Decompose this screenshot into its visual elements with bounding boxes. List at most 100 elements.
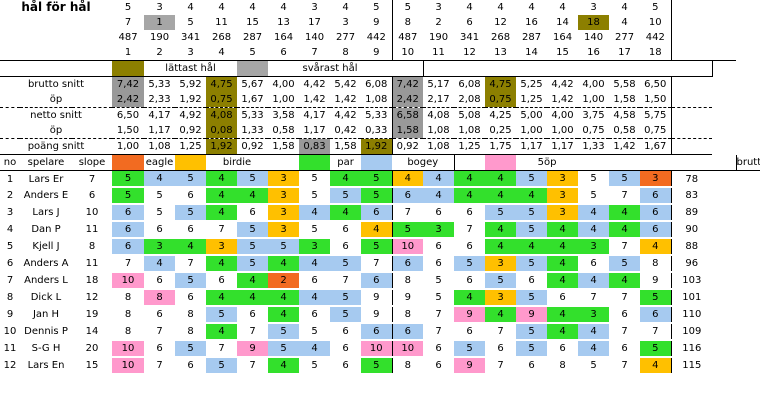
player-name: Lars En bbox=[27, 360, 65, 371]
score-cell: 6 bbox=[454, 238, 486, 256]
stat-value: 2,42 bbox=[392, 92, 424, 108]
score-cell: 3 bbox=[268, 221, 300, 239]
stat-value: 5,75 bbox=[640, 107, 672, 123]
score-cell: 6 bbox=[454, 204, 486, 222]
hole-handicap: 9 bbox=[361, 15, 393, 30]
hole-handicap: 5 bbox=[187, 17, 194, 28]
par-swatch bbox=[299, 154, 331, 171]
score-cell: 6 bbox=[330, 221, 362, 239]
score-cell: 5 bbox=[330, 187, 362, 205]
stat-value: 5,33 bbox=[361, 107, 393, 123]
score-cell: 4 bbox=[485, 306, 517, 324]
player-gross: 88 bbox=[685, 241, 699, 252]
score-cell: 6 bbox=[175, 187, 207, 205]
score-cell: 5 bbox=[516, 323, 548, 341]
stat-value: 4,17 bbox=[144, 107, 176, 123]
score-cell: 5 bbox=[175, 340, 207, 358]
stat-value: 1,92 bbox=[206, 138, 238, 155]
stat-value: 5,67 bbox=[237, 76, 269, 92]
score-cell: 5 bbox=[423, 272, 455, 290]
blank-cell bbox=[485, 60, 517, 77]
score-cell: 9 bbox=[361, 306, 393, 324]
player-name: Jan H bbox=[32, 309, 60, 320]
stat-value: 4,58 bbox=[609, 107, 641, 123]
stat-value: 0,75 bbox=[640, 123, 672, 139]
player-slope: 11 bbox=[85, 258, 99, 269]
hole-length: 287 bbox=[521, 32, 542, 43]
score-cell: 6 bbox=[423, 340, 455, 358]
player-slope: 19 bbox=[85, 309, 99, 320]
score-cell: 6 bbox=[578, 255, 610, 273]
score-cell: 6 bbox=[640, 306, 672, 324]
hole-index: 5 bbox=[124, 2, 132, 13]
score-cell: 5 bbox=[144, 204, 176, 222]
score-cell: 6 bbox=[237, 306, 269, 324]
score-cell: 5 bbox=[609, 255, 641, 273]
player-no: 10 bbox=[3, 326, 17, 337]
stat-label: öp bbox=[49, 125, 63, 136]
stat-value: 1,92 bbox=[179, 94, 202, 105]
stat-value: 1,67 bbox=[241, 94, 264, 105]
score-cell: 5 bbox=[206, 357, 238, 375]
stat-value: 4,75 bbox=[206, 76, 238, 92]
stat-value: 1,42 bbox=[334, 94, 357, 105]
hole-index: 4 bbox=[559, 2, 566, 13]
stat-value: 4,00 bbox=[578, 76, 610, 92]
score-cell: 4 bbox=[237, 289, 269, 307]
score-cell: 3 bbox=[640, 170, 672, 188]
score-cell: 7 bbox=[392, 204, 424, 222]
score-cell: 7 bbox=[609, 357, 641, 375]
stat-value: 4,42 bbox=[299, 76, 331, 92]
player-slope: 6 bbox=[88, 190, 96, 201]
score-cell: 10 bbox=[112, 272, 145, 290]
player-gross: 83 bbox=[685, 190, 699, 201]
blank-cell bbox=[671, 138, 713, 155]
score-cell: 3 bbox=[547, 204, 579, 222]
blank-cell bbox=[0, 45, 112, 61]
score-cell: 9 bbox=[361, 289, 393, 307]
score-cell: 5 bbox=[516, 204, 548, 222]
score-cell: 3 bbox=[268, 170, 300, 188]
stat-value: 1,58 bbox=[392, 123, 424, 139]
stat-value: 1,58 bbox=[330, 138, 362, 155]
score-cell: 5 bbox=[392, 221, 424, 239]
score-cell: 4 bbox=[640, 238, 672, 256]
score-cell: 5 bbox=[144, 187, 176, 205]
score-cell: 3 bbox=[206, 238, 238, 256]
player-no: 7 bbox=[6, 275, 14, 286]
stat-value: 1,67 bbox=[640, 138, 672, 155]
score-cell: 4 bbox=[547, 272, 579, 290]
stat-value: 7,42 bbox=[392, 76, 424, 92]
blank-cell bbox=[454, 154, 486, 171]
header-gross: brutto bbox=[736, 154, 760, 171]
stat-value: 5,58 bbox=[609, 76, 641, 92]
player-no: 1 bbox=[6, 173, 14, 185]
score-cell: 4 bbox=[206, 323, 238, 341]
blank-cell bbox=[671, 76, 713, 92]
score-cell: 6 bbox=[361, 323, 393, 341]
hardest-swatch bbox=[237, 60, 269, 77]
stat-value: 1,25 bbox=[520, 94, 543, 105]
bogey-label: bogey bbox=[392, 154, 455, 171]
stat-value: 2,08 bbox=[458, 94, 481, 105]
score-cell: 5 bbox=[361, 238, 393, 256]
score-cell: 5 bbox=[454, 255, 486, 273]
header-slope: slope bbox=[72, 154, 113, 171]
score-cell: 8 bbox=[144, 289, 176, 307]
header-player: spelare bbox=[20, 154, 72, 171]
score-cell: 3 bbox=[578, 306, 610, 324]
blank-cell bbox=[671, 0, 712, 15]
hole-index: 4 bbox=[466, 2, 473, 13]
hole-number: 8 bbox=[342, 47, 349, 58]
score-cell: 4 bbox=[206, 255, 238, 273]
stat-value: 0,92 bbox=[392, 138, 424, 155]
blank-cell bbox=[640, 154, 672, 171]
score-cell: 5 bbox=[516, 255, 548, 273]
score-cell: 5 bbox=[330, 289, 362, 307]
score-cell: 4 bbox=[175, 238, 207, 256]
stat-value: 1,08 bbox=[427, 125, 450, 136]
stat-value: 0,75 bbox=[206, 92, 238, 108]
hole-number: 9 bbox=[361, 45, 393, 61]
eagle-swatch bbox=[112, 154, 145, 171]
